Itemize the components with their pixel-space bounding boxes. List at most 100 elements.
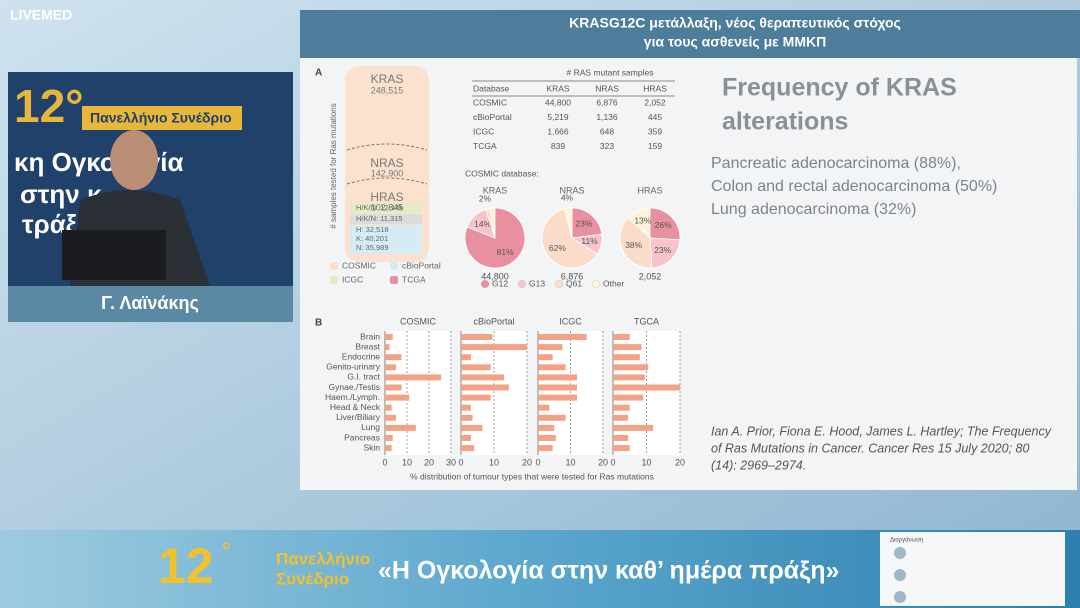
table-cell: 445 xyxy=(648,112,662,122)
bottom-congress: Συνέδριο xyxy=(276,569,349,588)
x-tick-label: 0 xyxy=(382,457,387,467)
x-tick-label: 20 xyxy=(675,457,685,467)
legend-label: Q61 xyxy=(566,278,582,288)
category-label: Lung xyxy=(361,422,380,432)
x-tick-label: 20 xyxy=(522,457,532,467)
pie-title: NRAS xyxy=(559,185,584,195)
table-header: HRAS xyxy=(643,83,667,93)
category-label: Genito-urinary xyxy=(326,362,381,372)
organizer-logo xyxy=(894,569,906,581)
panel-title: ICGC xyxy=(559,316,582,326)
category-label: Brain xyxy=(360,331,380,341)
bar xyxy=(385,435,393,441)
pie-slice xyxy=(619,216,653,269)
bar xyxy=(461,435,471,441)
bar xyxy=(613,414,629,421)
category-label: Skin xyxy=(363,442,380,452)
overlap-text: K: 40,201 xyxy=(356,234,388,243)
bar xyxy=(385,334,393,340)
legend-swatch xyxy=(330,262,338,270)
bar xyxy=(538,344,563,351)
bar xyxy=(385,404,392,411)
bottom-banner: 12 ° Πανελλήνιο Συνέδριο «Η Ογκολογία στ… xyxy=(0,530,1080,608)
table-cell: 1,136 xyxy=(596,112,618,122)
overlap-text: N: 35,989 xyxy=(356,243,389,252)
organizer-panel xyxy=(880,532,1065,606)
x-axis-label: % distribution of tumour types that were… xyxy=(410,471,654,481)
group-value: 248,515 xyxy=(371,85,404,95)
legend-label: ICGC xyxy=(342,274,363,284)
bottom-slogan: «Η Ογκολογία στην καθ’ ημέρα πράξη» xyxy=(378,557,839,585)
x-tick-label: 20 xyxy=(424,457,434,467)
legend-label: G12 xyxy=(492,278,508,288)
bar xyxy=(461,384,509,391)
bar xyxy=(613,364,649,371)
bar xyxy=(461,445,475,452)
legend-label: Other xyxy=(603,278,624,288)
overlap-text: H/K/N: 11,315 xyxy=(356,214,403,223)
bar xyxy=(538,384,577,391)
organizer-title: Διοργάνωση xyxy=(890,537,923,544)
table-cell: 323 xyxy=(600,141,614,151)
group-name: KRAS xyxy=(371,72,404,86)
pie-label: 26% xyxy=(655,220,672,230)
category-label: Haem./Lymph. xyxy=(325,392,380,402)
panel-background xyxy=(385,331,451,455)
citation: (14): 2969–2974. xyxy=(711,458,806,472)
bar xyxy=(385,354,402,361)
bar xyxy=(385,364,396,371)
category-label: Endocrine xyxy=(342,351,381,361)
category-label: Breast xyxy=(355,341,380,351)
pie-label: 14% xyxy=(474,219,491,229)
pie-label: 62% xyxy=(549,243,566,253)
bar xyxy=(385,424,416,431)
bar xyxy=(461,344,527,351)
category-label: Pancreas xyxy=(344,432,380,442)
x-tick-label: 10 xyxy=(402,457,412,467)
panel-title: cBioPortal xyxy=(473,316,514,326)
pie-slice xyxy=(571,207,603,239)
bar xyxy=(538,424,555,431)
logo: LIVEMED xyxy=(10,7,72,23)
bullet: Colon and rectal adenocarcinoma (50%) xyxy=(711,178,997,195)
title-banner xyxy=(300,10,1080,58)
legend-label: COSMIC xyxy=(342,260,376,270)
pie-total: 2,052 xyxy=(639,271,662,281)
backdrop-text: 12° xyxy=(14,80,84,132)
table-cell: cBioPortal xyxy=(473,112,512,122)
table-cell: 159 xyxy=(648,141,662,151)
bar xyxy=(461,374,504,381)
x-tick-label: 0 xyxy=(458,457,463,467)
bar xyxy=(538,394,577,401)
group-name: HRAS xyxy=(370,190,403,204)
speaker-name: Γ. Λαϊνάκης xyxy=(101,293,199,313)
legend-swatch xyxy=(554,279,564,289)
bar xyxy=(538,334,587,340)
legend-swatch xyxy=(480,279,490,289)
x-tick-label: 10 xyxy=(641,457,651,467)
pie-label: 23% xyxy=(575,219,592,229)
bottom-number: 12 xyxy=(158,538,214,594)
group-value: 142,900 xyxy=(371,168,404,178)
table-cell: 6,876 xyxy=(596,97,618,107)
pie-label: 13% xyxy=(634,216,651,226)
bar xyxy=(538,435,556,441)
legend-label: cBioPortal xyxy=(402,260,441,270)
bar xyxy=(613,354,640,361)
bar xyxy=(385,344,390,351)
backdrop-text: κη Ογκολογία xyxy=(14,147,184,177)
overlap-text: H/K/N: 12-14k xyxy=(356,203,403,212)
legend-swatch xyxy=(517,279,527,289)
banner-title: για τους ασθενείς με ΜΜΚΠ xyxy=(644,34,826,50)
bar xyxy=(385,384,402,391)
bar xyxy=(613,445,630,452)
bar xyxy=(538,414,566,421)
bar xyxy=(385,374,442,381)
table-cell: 2,052 xyxy=(644,97,666,107)
table-cell: TCGA xyxy=(473,141,497,151)
laptop xyxy=(62,230,166,280)
pie-label: 81% xyxy=(497,247,514,257)
x-tick-label: 0 xyxy=(610,457,615,467)
divider xyxy=(346,143,428,151)
